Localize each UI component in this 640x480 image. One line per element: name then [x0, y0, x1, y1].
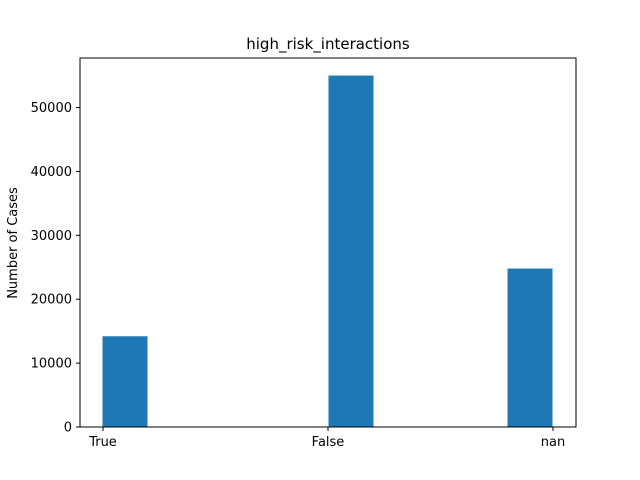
x-axis-ticks: True False nan: [88, 427, 565, 450]
plot-frame: [79, 57, 577, 428]
bars-group: [102, 75, 553, 428]
x-tick-label-nan: nan: [541, 435, 565, 450]
y-tick-label: 20000: [31, 293, 72, 308]
bar-true: [102, 336, 148, 427]
x-tick-label-true: True: [88, 435, 117, 450]
bar-false: [328, 75, 374, 428]
y-axis-ticks: 0 10000 20000 30000 40000 50000: [31, 101, 80, 436]
y-tick-label: 30000: [31, 229, 72, 244]
y-tick-label: 0: [64, 421, 72, 436]
y-axis-label: Number of Cases: [6, 187, 21, 299]
x-tick-label-false: False: [312, 435, 345, 450]
y-tick-label: 40000: [31, 165, 72, 180]
y-tick-label: 10000: [31, 357, 72, 372]
bar-nan: [507, 268, 553, 427]
y-tick-label: 50000: [31, 101, 72, 116]
chart-title: high_risk_interactions: [246, 35, 410, 54]
